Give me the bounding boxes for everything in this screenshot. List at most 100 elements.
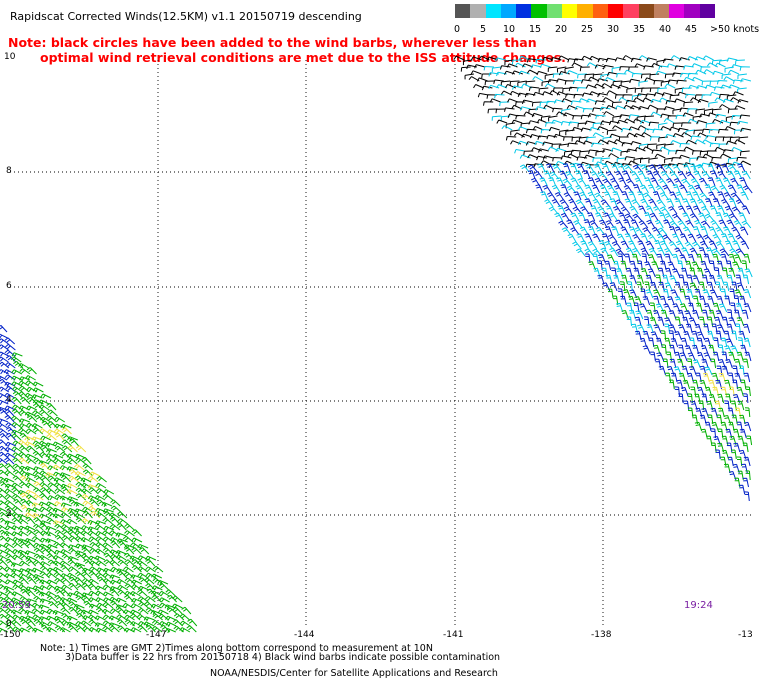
wind-barb	[584, 73, 595, 79]
wind-barb	[512, 85, 523, 90]
wind-barb	[61, 553, 73, 561]
wind-barb	[26, 576, 37, 585]
wind-barb	[18, 568, 30, 574]
wind-barb	[87, 614, 99, 621]
wind-barb	[12, 457, 23, 465]
legend-label: 45	[684, 24, 698, 35]
wind-barb	[660, 171, 671, 180]
wind-barb	[737, 120, 749, 126]
wind-barb	[699, 281, 705, 292]
wind-barb	[728, 386, 735, 397]
wind-barb	[476, 77, 488, 82]
wind-barb	[594, 100, 606, 105]
wind-barb	[689, 163, 698, 173]
wind-barb	[700, 206, 711, 215]
wind-barb	[720, 253, 728, 264]
wind-barb	[11, 487, 22, 495]
wind-barb	[605, 57, 617, 63]
wind-barb	[110, 540, 121, 549]
wind-barb	[726, 94, 737, 100]
wind-barb	[710, 220, 720, 229]
wind-barb	[742, 358, 749, 369]
wind-barb	[728, 84, 740, 89]
lon-tick-150: -150	[0, 630, 21, 640]
wind-barb	[45, 538, 57, 544]
wind-barb	[464, 73, 474, 80]
wind-barb	[587, 177, 596, 187]
wind-barb	[101, 501, 113, 508]
wind-barb	[621, 127, 632, 133]
wind-barb	[567, 153, 579, 159]
wind-barb	[124, 614, 135, 621]
wind-barb	[144, 601, 155, 609]
agency-credit: NOAA/NESDIS/Center for Satellite Applica…	[210, 668, 498, 679]
wind-barb	[553, 99, 565, 104]
wind-barb	[737, 435, 745, 446]
wind-barb	[662, 234, 672, 243]
wind-barb	[577, 178, 587, 187]
wind-barb	[743, 372, 751, 383]
wind-barb	[136, 589, 148, 597]
wind-barb	[562, 178, 573, 187]
wind-barb	[582, 170, 591, 180]
wind-barb	[66, 483, 78, 489]
wind-barb	[642, 192, 653, 201]
wind-barb	[32, 494, 44, 501]
wind-barb	[620, 150, 631, 156]
wind-barb	[12, 493, 23, 501]
wind-barb	[131, 597, 143, 604]
wind-barb	[511, 119, 523, 124]
wind-barb	[616, 119, 628, 125]
wind-barb	[95, 520, 106, 526]
wind-barb	[659, 146, 671, 152]
wind-barb	[501, 125, 513, 131]
wind-barb	[24, 550, 36, 556]
wind-barb	[548, 206, 559, 215]
wind-barb	[683, 400, 690, 411]
wind-barb	[18, 363, 29, 369]
wind-barb	[682, 379, 691, 390]
wind-barb	[60, 564, 71, 573]
wind-barb	[549, 171, 560, 180]
wind-barb	[4, 408, 15, 417]
wind-barb	[179, 613, 190, 621]
wind-barb	[0, 418, 9, 424]
wind-barb	[712, 351, 720, 362]
wind-barb	[682, 112, 694, 117]
wind-barb	[639, 303, 648, 313]
wind-barb	[611, 66, 622, 73]
wind-barb	[646, 324, 654, 334]
wind-barb	[630, 219, 640, 229]
wind-barb	[10, 433, 22, 441]
wind-barb	[724, 126, 736, 131]
wind-barb	[624, 198, 633, 208]
wind-barb	[657, 227, 668, 236]
wind-barb	[731, 206, 742, 215]
wind-barb	[600, 120, 611, 126]
wind-barb	[515, 114, 526, 120]
wind-barb	[164, 604, 176, 610]
wind-barb	[610, 163, 619, 173]
wind-barb	[739, 295, 747, 306]
wind-barb	[552, 107, 563, 113]
wind-barb	[17, 489, 29, 496]
wind-barb	[0, 500, 9, 507]
wind-barb	[540, 191, 549, 201]
wind-barb	[89, 499, 100, 507]
wind-barb	[541, 80, 552, 87]
wind-barb	[66, 453, 78, 459]
wind-barb	[102, 517, 113, 525]
wind-barb	[0, 591, 9, 597]
wind-barb	[724, 463, 731, 474]
wind-barb	[692, 191, 701, 201]
wind-barb	[683, 331, 691, 341]
wind-barb	[68, 475, 80, 483]
wind-barb	[75, 553, 86, 561]
wind-barb	[633, 118, 645, 124]
wind-barb	[590, 171, 600, 180]
wind-barb	[546, 192, 557, 201]
wind-barb	[11, 352, 23, 358]
wind-barb	[584, 184, 593, 194]
wind-barb	[664, 247, 674, 257]
legend-label: 30	[606, 24, 620, 35]
